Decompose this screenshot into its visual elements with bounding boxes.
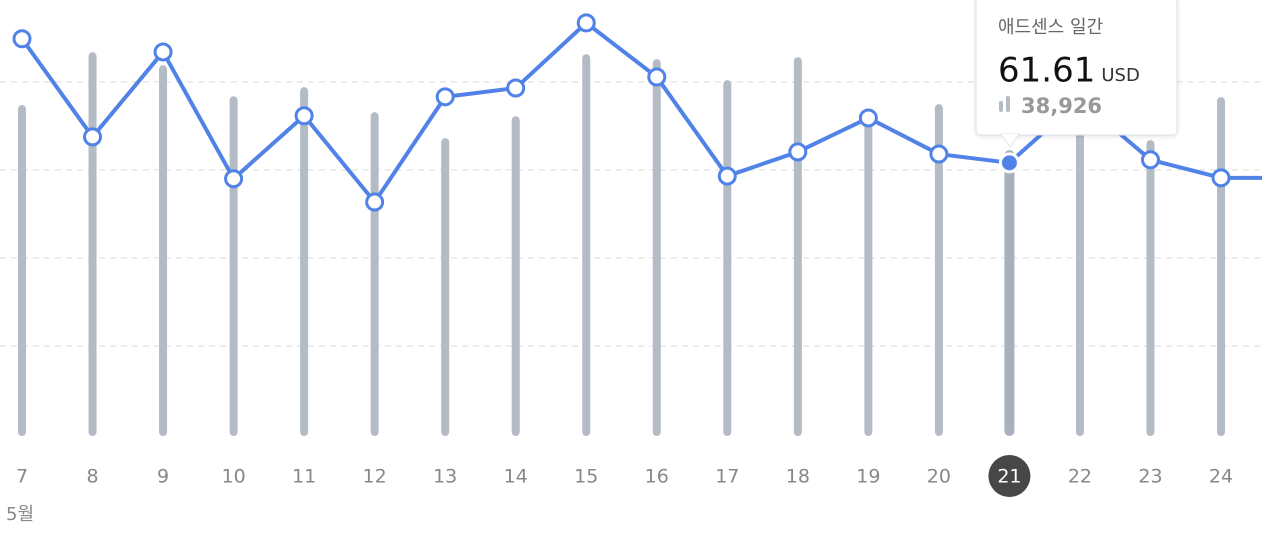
x-tick-label: 15 (574, 466, 598, 488)
point (506, 78, 526, 98)
bar (1075, 125, 1084, 437)
bar (229, 96, 238, 436)
x-tick-label: 16 (645, 466, 669, 488)
x-tick-label: 21 (997, 466, 1021, 488)
x-tick-label: 19 (856, 466, 880, 488)
point (1211, 168, 1231, 188)
x-tick-label: 7 (16, 466, 28, 488)
bar (864, 118, 873, 436)
tooltip: 애드센스 일간 61.61 USD 38,926 (975, 0, 1178, 148)
bar (1217, 97, 1226, 436)
point (717, 166, 737, 186)
point (365, 192, 385, 212)
x-tick-label: 20 (927, 466, 951, 488)
bar (1146, 140, 1155, 436)
x-tick-label: 17 (715, 466, 739, 488)
x-tick-label: 11 (292, 466, 316, 488)
bar (441, 138, 450, 437)
bar (511, 116, 520, 436)
x-tick-label: 23 (1138, 466, 1162, 488)
x-tick-label: 12 (363, 466, 387, 488)
x-tick-label: 18 (786, 466, 810, 488)
point (294, 106, 314, 126)
point (929, 144, 949, 164)
tooltip-unit: USD (1101, 65, 1139, 86)
bar (652, 59, 661, 436)
tooltip-bar-value: 38,926 (1021, 94, 1102, 118)
bar (934, 104, 943, 436)
point (576, 13, 596, 33)
bar (793, 57, 802, 436)
x-axis: 7 8 9 10 11 12 13 14 15 16 17 18 19 20 21 22 23 24 (16, 455, 1233, 497)
point (224, 169, 244, 189)
point (998, 152, 1020, 174)
bar (300, 87, 309, 436)
bar (582, 54, 591, 437)
grid (0, 81, 1262, 347)
icon-bar (1006, 96, 1010, 112)
x-tick-label: 14 (504, 466, 528, 488)
point (647, 67, 667, 87)
icon-bar (999, 101, 1003, 112)
bar (159, 65, 168, 436)
tooltip-title: 애드센스 일간 (998, 17, 1103, 38)
point (12, 29, 32, 49)
month-label: 5월 (6, 504, 34, 525)
point (858, 108, 878, 128)
bar (723, 80, 732, 436)
x-tick-label: 24 (1209, 466, 1233, 488)
bar (88, 52, 97, 436)
x-highlight (988, 455, 1031, 497)
x-tick-label: 9 (157, 466, 169, 488)
bars (18, 52, 1226, 437)
tooltip-arrow-mask (1002, 134, 1018, 136)
point (1140, 150, 1160, 170)
point (435, 87, 455, 107)
x-tick-label: 8 (86, 466, 98, 488)
tooltip-value: 61.61 (998, 51, 1095, 91)
x-tick-label: 10 (221, 466, 245, 488)
point (788, 142, 808, 162)
x-tick-label: 22 (1068, 466, 1092, 488)
x-tick-label: 13 (433, 466, 457, 488)
point (153, 42, 173, 62)
point (83, 127, 103, 147)
bar (1004, 150, 1015, 436)
tooltip-box (975, 0, 1178, 136)
bar (18, 105, 26, 437)
bar (370, 112, 379, 436)
